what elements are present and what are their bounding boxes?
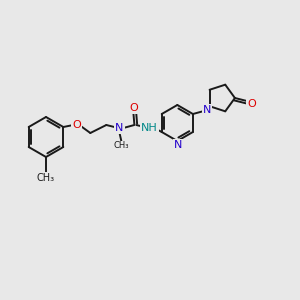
Text: N: N: [115, 123, 124, 133]
Text: CH₃: CH₃: [37, 173, 55, 183]
Text: O: O: [248, 99, 256, 109]
Text: NH: NH: [141, 123, 158, 133]
Text: O: O: [72, 120, 81, 130]
Text: N: N: [174, 140, 182, 150]
Text: O: O: [129, 103, 138, 113]
Text: N: N: [203, 105, 211, 115]
Text: CH₃: CH₃: [114, 142, 129, 151]
